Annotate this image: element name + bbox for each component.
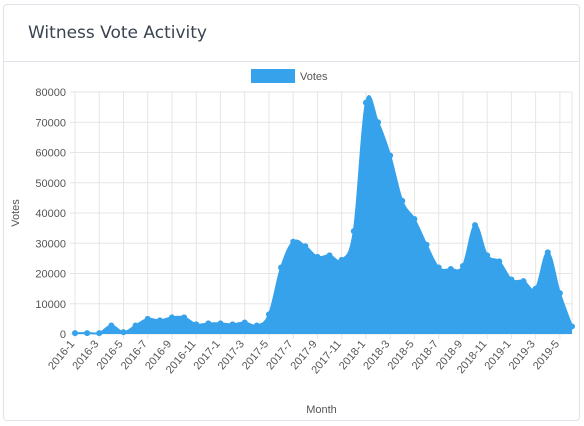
data-point[interactable] [108, 322, 115, 329]
data-point[interactable] [96, 330, 103, 337]
data-point[interactable] [338, 256, 345, 263]
card-title: Witness Vote Activity [28, 23, 207, 43]
data-point[interactable] [472, 222, 479, 229]
data-point[interactable] [290, 238, 297, 245]
y-tick-label: 70000 [35, 117, 66, 129]
legend-swatch[interactable] [251, 69, 295, 83]
data-point[interactable] [193, 321, 200, 328]
data-point[interactable] [399, 197, 406, 204]
data-point[interactable] [350, 228, 357, 235]
data-point[interactable] [168, 314, 175, 321]
data-point[interactable] [205, 320, 212, 327]
x-axis-title: Month [306, 404, 337, 416]
data-point[interactable] [387, 152, 394, 159]
y-tick-label: 50000 [35, 178, 66, 190]
data-point[interactable] [496, 258, 503, 265]
data-point[interactable] [241, 319, 248, 326]
y-axis-ticks: 0 10000 20000 30000 40000 50000 60000 70000 8000… [35, 87, 66, 341]
data-point[interactable] [556, 290, 563, 297]
data-point[interactable] [156, 317, 163, 324]
area-layer [74, 95, 573, 335]
data-point[interactable] [423, 241, 430, 248]
data-point[interactable] [144, 315, 151, 322]
data-point[interactable] [120, 329, 127, 336]
votes-area [75, 96, 572, 334]
data-point[interactable] [435, 264, 442, 271]
data-point[interactable] [265, 311, 272, 318]
data-point[interactable] [532, 285, 539, 292]
data-point[interactable] [326, 252, 333, 259]
data-point[interactable] [314, 253, 321, 260]
y-tick-label: 80000 [35, 87, 66, 99]
x-tick-label: 2019-5 [531, 338, 562, 372]
data-points [72, 99, 575, 337]
data-point[interactable] [278, 264, 285, 271]
card-header: Witness Vote Activity [4, 5, 579, 62]
y-tick-label: 60000 [35, 148, 66, 160]
y-axis-title: Votes [10, 199, 22, 227]
y-tick-label: 40000 [35, 208, 66, 220]
data-point[interactable] [508, 276, 515, 283]
legend[interactable]: Votes [251, 69, 328, 83]
y-tick-label: 10000 [35, 299, 66, 311]
y-tick-label: 20000 [35, 269, 66, 281]
data-point[interactable] [459, 262, 466, 269]
y-tick-label: 30000 [35, 238, 66, 250]
data-point[interactable] [544, 249, 551, 256]
data-point[interactable] [569, 323, 575, 330]
x-axis-ticks: 2016-12016-32016-52016-72016-92016-11201… [46, 338, 562, 376]
data-point[interactable] [253, 322, 260, 329]
data-point[interactable] [375, 119, 382, 126]
data-point[interactable] [72, 330, 78, 337]
data-point[interactable] [411, 216, 418, 223]
y-tick-label: 0 [60, 329, 66, 341]
data-point[interactable] [447, 265, 454, 272]
data-point[interactable] [484, 252, 491, 259]
data-point[interactable] [132, 322, 139, 329]
data-point[interactable] [362, 99, 369, 106]
data-point[interactable] [217, 320, 224, 327]
data-point[interactable] [229, 321, 236, 328]
data-point[interactable] [302, 243, 309, 250]
data-point[interactable] [520, 278, 527, 285]
data-point[interactable] [181, 314, 188, 321]
data-point[interactable] [84, 330, 91, 337]
legend-label[interactable]: Votes [300, 71, 328, 83]
